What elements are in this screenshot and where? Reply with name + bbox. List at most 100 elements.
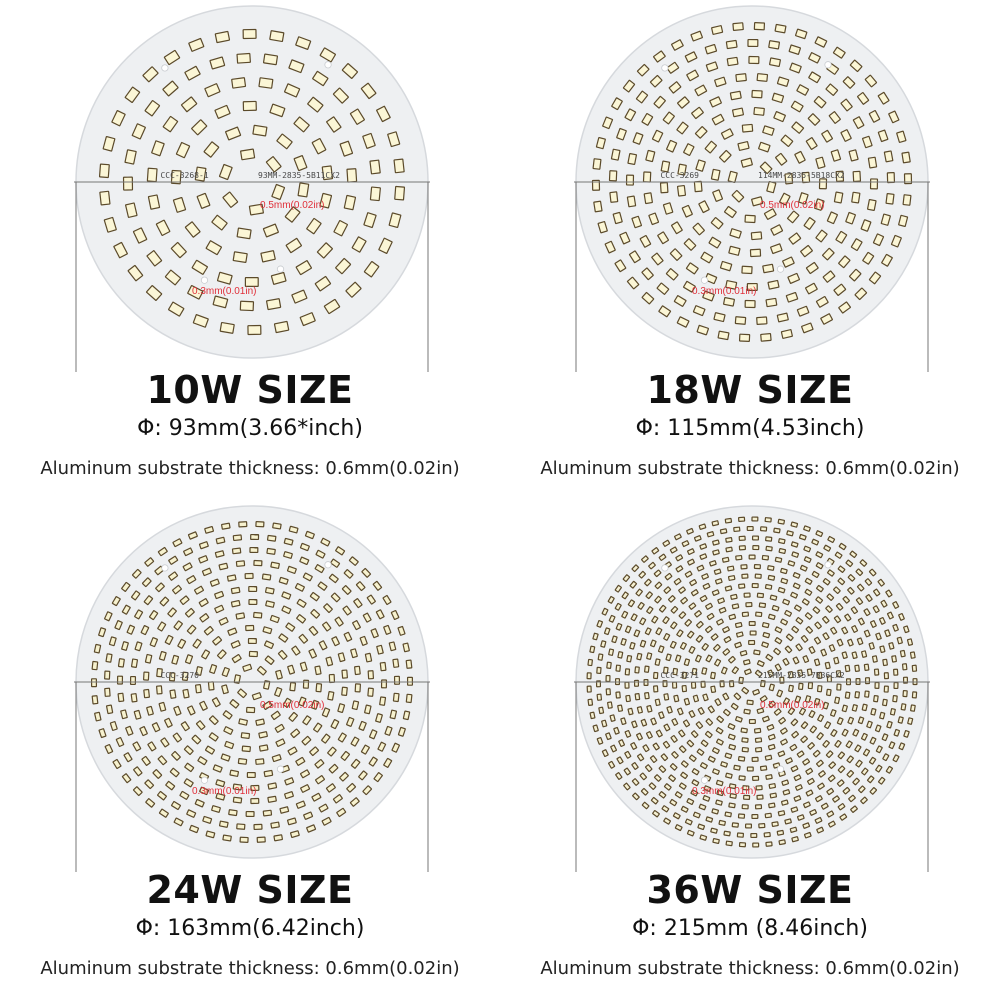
led-chip bbox=[597, 221, 608, 234]
led-chip bbox=[789, 62, 802, 74]
led-chip bbox=[729, 228, 742, 239]
led-chip bbox=[241, 745, 251, 753]
led-chip bbox=[306, 824, 317, 833]
led-chip bbox=[186, 809, 197, 818]
led-chip bbox=[732, 22, 744, 31]
led-chip bbox=[394, 185, 406, 201]
led-chip bbox=[318, 803, 329, 813]
led-chip bbox=[102, 135, 116, 152]
led-chip bbox=[861, 135, 873, 149]
led-chip bbox=[124, 86, 141, 104]
led-chip bbox=[796, 750, 805, 758]
led-chip bbox=[738, 545, 747, 551]
led-chip bbox=[714, 76, 727, 88]
led-chip bbox=[743, 794, 751, 801]
led-chip bbox=[714, 578, 723, 585]
led-chip bbox=[759, 765, 768, 772]
led-chip bbox=[836, 683, 842, 691]
led-chip bbox=[309, 591, 320, 602]
led-chip bbox=[769, 792, 778, 799]
led-chip bbox=[214, 604, 225, 614]
led-chip bbox=[798, 192, 809, 205]
led-chip bbox=[765, 297, 778, 308]
led-chip bbox=[140, 625, 150, 636]
led-chip bbox=[746, 525, 754, 532]
led-chip bbox=[745, 602, 753, 608]
led-chip bbox=[856, 583, 865, 592]
led-chip bbox=[349, 108, 365, 125]
led-chip bbox=[121, 581, 131, 592]
led-chip bbox=[681, 684, 688, 693]
led-chip bbox=[655, 627, 663, 636]
led-chip bbox=[786, 530, 794, 537]
led-chip bbox=[249, 546, 259, 554]
led-chip bbox=[893, 668, 899, 676]
led-chip bbox=[248, 203, 264, 216]
led-chip bbox=[741, 265, 753, 275]
led-chip bbox=[707, 705, 715, 714]
led-chip bbox=[255, 758, 265, 765]
led-chip bbox=[777, 810, 786, 817]
led-chip bbox=[901, 663, 908, 671]
led-chip bbox=[706, 531, 715, 538]
led-chip bbox=[302, 715, 312, 726]
led-chip bbox=[764, 583, 773, 590]
led-chip bbox=[790, 806, 799, 813]
led-chip bbox=[662, 202, 674, 215]
led-chip bbox=[730, 593, 738, 600]
led-chip bbox=[346, 168, 358, 183]
led-chip bbox=[314, 759, 325, 769]
led-chip bbox=[686, 829, 695, 837]
gap-annotation-large: 0.5mm(0.02in) bbox=[760, 200, 824, 211]
led-chip bbox=[352, 620, 361, 631]
led-chip bbox=[727, 170, 738, 184]
led-chip bbox=[658, 765, 667, 773]
led-chip bbox=[250, 533, 260, 541]
led-chip bbox=[679, 641, 687, 650]
led-chip bbox=[149, 637, 158, 648]
led-chip bbox=[852, 116, 865, 129]
led-chip bbox=[764, 517, 772, 523]
led-chip bbox=[832, 46, 846, 59]
led-chip bbox=[605, 732, 612, 741]
led-chip bbox=[755, 611, 763, 618]
led-chip bbox=[184, 607, 195, 618]
led-chip bbox=[790, 100, 804, 113]
led-chip bbox=[678, 586, 686, 594]
led-chip bbox=[131, 123, 146, 140]
led-chip bbox=[605, 674, 611, 683]
led-chip bbox=[842, 76, 856, 89]
led-chip bbox=[208, 715, 219, 726]
led-chip bbox=[156, 685, 163, 695]
led-chip bbox=[793, 795, 802, 802]
led-chip bbox=[121, 604, 131, 615]
led-chip bbox=[730, 702, 739, 711]
led-chip bbox=[211, 697, 221, 708]
led-chip bbox=[686, 739, 695, 748]
led-chip bbox=[804, 577, 813, 585]
led-chip bbox=[589, 645, 596, 654]
led-chip bbox=[834, 551, 843, 559]
led-chip bbox=[157, 546, 168, 557]
led-chip bbox=[851, 191, 861, 204]
led-chip bbox=[151, 722, 161, 733]
led-chip bbox=[360, 744, 370, 755]
led-chip bbox=[330, 558, 341, 568]
led-chip bbox=[164, 269, 182, 286]
led-chip bbox=[133, 709, 142, 720]
led-chip bbox=[364, 652, 373, 663]
led-chip bbox=[724, 585, 733, 592]
led-chip bbox=[869, 787, 878, 795]
led-chip bbox=[192, 314, 209, 328]
led-chip bbox=[803, 545, 812, 553]
led-chip bbox=[720, 761, 728, 768]
led-chip bbox=[897, 716, 904, 724]
led-chip bbox=[405, 693, 413, 704]
led-chip bbox=[691, 779, 700, 787]
led-chip bbox=[711, 25, 724, 35]
led-chip bbox=[826, 810, 835, 818]
led-chip bbox=[847, 574, 856, 582]
led-chip bbox=[746, 282, 758, 292]
led-chip bbox=[610, 744, 618, 753]
led-chip bbox=[733, 764, 741, 771]
